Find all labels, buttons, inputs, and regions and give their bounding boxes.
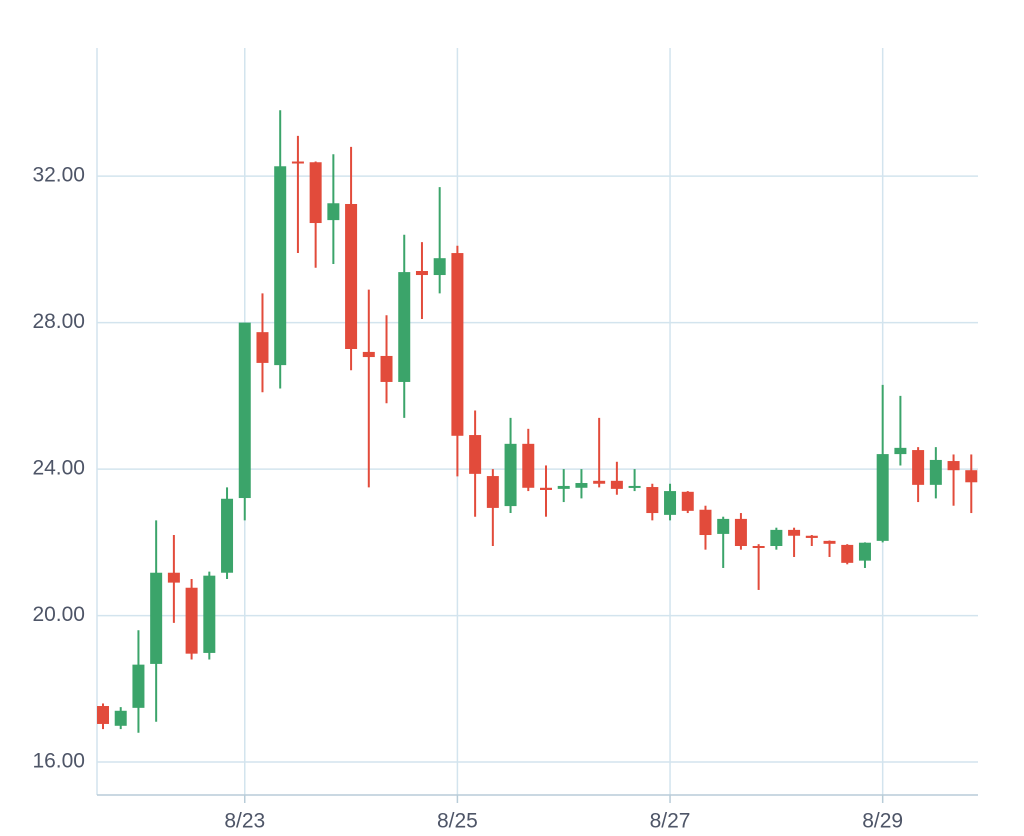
candle-body xyxy=(398,272,411,382)
candle-body xyxy=(557,485,570,489)
x-tick-label: 8/23 xyxy=(224,810,265,833)
y-tick-label: 32.00 xyxy=(32,164,85,187)
candle-body xyxy=(540,487,552,490)
y-tick-label: 20.00 xyxy=(32,603,85,626)
candle-body xyxy=(965,470,978,483)
candle-body xyxy=(699,509,712,536)
candle-body xyxy=(929,459,942,485)
candle-body xyxy=(841,544,854,563)
y-tick-label: 28.00 xyxy=(32,310,85,333)
candle-body xyxy=(327,203,340,221)
candle-body xyxy=(894,447,907,455)
candle-body xyxy=(575,483,588,488)
candle-body xyxy=(593,480,606,484)
candle-body xyxy=(823,540,836,544)
candle-body xyxy=(734,518,747,546)
candle-body xyxy=(380,355,393,382)
candle-body xyxy=(309,162,322,224)
candle-body xyxy=(132,664,145,708)
candle-body xyxy=(433,258,446,276)
x-tick-label: 8/25 xyxy=(437,810,478,833)
candle-body xyxy=(752,546,765,548)
candle-body xyxy=(947,461,960,471)
candle-body xyxy=(274,166,287,366)
x-tick-label: 8/27 xyxy=(650,810,691,833)
candle-body xyxy=(415,271,428,276)
candle-body xyxy=(114,710,127,726)
candle-body xyxy=(610,480,623,489)
candle-body xyxy=(97,706,109,724)
candle-body xyxy=(238,322,251,499)
candle-body xyxy=(664,491,677,515)
candle-body xyxy=(522,443,535,488)
candle-body xyxy=(681,491,694,511)
candle-body xyxy=(167,572,180,583)
candle-body xyxy=(486,476,499,508)
candle-body xyxy=(628,485,641,488)
candle-body xyxy=(451,253,464,436)
x-tick-label: 8/29 xyxy=(862,810,903,833)
candle-body xyxy=(805,535,818,538)
candle-body xyxy=(469,435,482,474)
candle-body xyxy=(291,161,304,164)
candle-body xyxy=(362,351,375,358)
candle-body xyxy=(788,529,801,536)
y-tick-label: 16.00 xyxy=(32,750,85,773)
candle-body xyxy=(256,332,269,363)
candle-body xyxy=(876,454,889,541)
candle-body xyxy=(646,487,659,514)
candle-body xyxy=(912,450,925,485)
candle-body xyxy=(221,498,234,573)
y-tick-label: 24.00 xyxy=(32,457,85,480)
candle-body xyxy=(504,443,517,507)
candle-body xyxy=(203,575,216,653)
candle-body xyxy=(345,203,358,349)
candle-body xyxy=(858,542,871,561)
candle-body xyxy=(150,572,163,664)
candle-body xyxy=(185,587,198,654)
candle-body xyxy=(770,529,783,546)
candle-body xyxy=(717,518,730,534)
